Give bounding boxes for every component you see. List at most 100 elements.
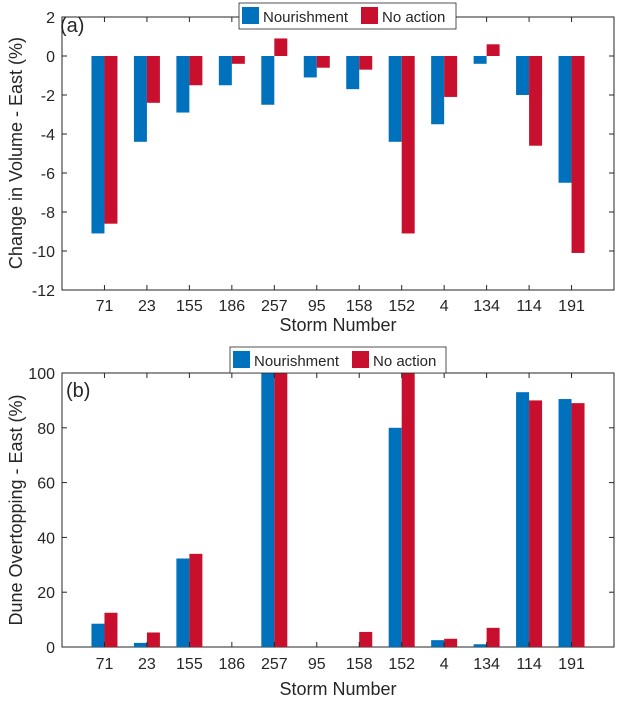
- panel-b-bar-no-action-4: [444, 638, 458, 647]
- panel-a-bar-no-action-155: [189, 56, 203, 86]
- panel-a-bar-no-action-257: [274, 38, 288, 56]
- panel-b-bar-no-action-71: [104, 612, 118, 647]
- panel-a-x-tick-label: 114: [516, 298, 542, 315]
- panel-b-x-tick-label: 134: [473, 656, 500, 673]
- panel-b-x-tick-label: 114: [516, 656, 542, 673]
- panel-a-legend-box: [238, 2, 457, 30]
- panel-b-label: (b): [66, 380, 90, 402]
- panel-a-bar-nourishment-23: [133, 56, 147, 142]
- panel-a-x-tick-label: 257: [261, 298, 288, 315]
- panel-b-x-tick-label: 4: [440, 656, 449, 673]
- panel-a-bar-no-action-152: [401, 56, 415, 234]
- panel-a-bar-no-action-191: [571, 56, 585, 253]
- panel-a-x-ticks: 71 23 155 186 257 95 158 152 4 134 114 191: [96, 17, 585, 315]
- panel-b-bar-no-action-155: [189, 553, 203, 647]
- panel-b-bar-nourishment-191: [558, 399, 572, 647]
- panel-b-x-tick-label: 152: [388, 656, 415, 673]
- panel-a-bar-no-action-23: [146, 56, 160, 103]
- panel-a-legend-swatch-no-action: [361, 7, 378, 24]
- panel-b-y-tick-label: 40: [37, 530, 55, 547]
- panel-a-x-tick-label: 4: [440, 298, 449, 315]
- panel-a-y-tick-label: -6: [41, 166, 55, 183]
- panel-a-x-axis-label: Storm Number: [279, 315, 396, 335]
- panel-a-bars: [91, 38, 585, 253]
- panel-b-bar-no-action-191: [571, 403, 585, 647]
- panel-a-legend-swatch-nourishment: [242, 7, 259, 24]
- panel-a-y-tick-label: 0: [46, 49, 55, 66]
- panel-a-y-tick-label: -8: [41, 205, 55, 222]
- panel-b-bar-nourishment-257: [261, 373, 275, 647]
- panel-b: 100 80 60 40 20 0 71 23 155 186 257 95 158 152 4 134 11…: [6, 346, 615, 699]
- panel-b-y-tick-label: 0: [46, 640, 55, 657]
- panel-b-x-ticks: 71 23 155 186 257 95 158 152 4 134 114 191: [96, 373, 585, 673]
- panel-a-bar-nourishment-155: [176, 56, 190, 113]
- panel-a-bar-nourishment-152: [388, 56, 402, 142]
- panel-b-bars: [91, 373, 585, 647]
- panel-b-bar-no-action-23: [146, 632, 160, 647]
- panel-a-x-tick-label: 155: [176, 298, 203, 315]
- panel-a-x-tick-label: 186: [218, 298, 245, 315]
- panel-a-bar-no-action-134: [486, 44, 500, 56]
- panel-b-bar-nourishment-23: [133, 642, 147, 647]
- panel-b-legend-label-no-action: No action: [373, 353, 436, 370]
- panel-b-bar-nourishment-152: [388, 427, 402, 647]
- panel-a-label: (a): [60, 15, 84, 37]
- panel-b-x-tick-label: 71: [96, 656, 114, 673]
- panel-a-x-tick-label: 158: [346, 298, 373, 315]
- panel-b-legend-box: [229, 346, 447, 374]
- panel-a-bar-nourishment-158: [346, 56, 360, 90]
- panel-b-y-tick-label: 60: [37, 476, 55, 493]
- panel-b-legend-swatch-nourishment: [233, 351, 250, 368]
- panel-a-x-tick-label: 191: [558, 298, 585, 315]
- panel-a-bar-no-action-186: [231, 56, 245, 64]
- panel-a-x-tick-label: 152: [388, 298, 415, 315]
- panel-a-y-tick-label: -2: [41, 88, 55, 105]
- panel-a-bar-nourishment-186: [218, 56, 232, 86]
- panel-a-y-tick-label: -4: [41, 127, 55, 144]
- panel-a-x-tick-label: 23: [138, 298, 156, 315]
- panel-b-bar-no-action-158: [359, 631, 373, 647]
- panel-a-bar-no-action-114: [529, 56, 543, 146]
- panel-b-y-ticks: 100 80 60 40 20 0: [28, 366, 614, 657]
- panel-b-y-tick-label: 80: [37, 421, 55, 438]
- panel-b-x-tick-label: 158: [346, 656, 373, 673]
- panel-a-bar-no-action-4: [444, 56, 458, 97]
- panel-a-bar-nourishment-95: [303, 56, 317, 78]
- panel-b-x-tick-label: 191: [558, 656, 585, 673]
- panel-b-x-axis-label: Storm Number: [279, 679, 396, 699]
- panel-b-bar-nourishment-71: [91, 623, 105, 647]
- panel-b-legend-label-nourishment: Nourishment: [254, 353, 340, 370]
- panel-b-bar-no-action-152: [401, 373, 415, 647]
- panel-a-y-tick-label: -10: [32, 244, 55, 261]
- panel-b-y-tick-label: 100: [28, 366, 55, 383]
- panel-a-y-ticks: 2 0 -2 -4 -6 -8 -10 -12: [32, 10, 614, 300]
- panel-a-y-axis-label: Change in Volume - East (%): [6, 37, 26, 269]
- panel-a-legend: Nourishment No action: [238, 2, 457, 30]
- panel-b-y-tick-label: 20: [37, 585, 55, 602]
- panel-b-x-tick-label: 186: [218, 656, 245, 673]
- panel-a-x-tick-label: 95: [308, 298, 326, 315]
- panel-b-bar-no-action-114: [529, 400, 543, 647]
- panel-a-bar-nourishment-257: [261, 56, 275, 105]
- panel-a-bar-nourishment-191: [558, 56, 572, 183]
- panel-a-y-tick-label: -12: [32, 283, 55, 300]
- panel-a-bar-nourishment-134: [473, 56, 487, 64]
- panel-b-bar-nourishment-155: [176, 558, 190, 647]
- panel-a-bar-no-action-158: [359, 56, 373, 70]
- panel-b-bar-nourishment-114: [516, 392, 530, 647]
- panel-a-bar-nourishment-4: [431, 56, 445, 125]
- panel-b-x-tick-label: 257: [261, 656, 288, 673]
- panel-b-bar-no-action-134: [486, 627, 500, 647]
- panel-b-bar-nourishment-4: [431, 640, 445, 647]
- panel-a-bar-nourishment-71: [91, 56, 105, 234]
- panel-b-bar-no-action-257: [274, 373, 288, 647]
- panel-a-bar-no-action-71: [104, 56, 118, 224]
- panel-a-legend-label-nourishment: Nourishment: [263, 9, 349, 26]
- panel-a-bar-nourishment-114: [516, 56, 530, 95]
- panel-b-y-axis-label: Dune Overtopping - East (%): [6, 394, 26, 625]
- panel-b-x-tick-label: 155: [176, 656, 203, 673]
- panel-b-x-tick-label: 23: [138, 656, 156, 673]
- panel-b-legend: Nourishment No action: [229, 346, 447, 374]
- panel-a-legend-label-no-action: No action: [382, 9, 445, 26]
